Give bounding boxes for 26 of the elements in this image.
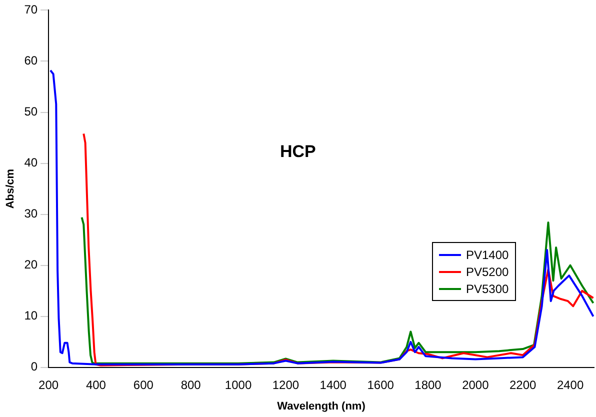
x-tick-label: 800 xyxy=(180,378,202,392)
y-tick-label: 60 xyxy=(24,54,38,68)
x-tick-label: 1600 xyxy=(367,378,394,392)
y-tick-label: 70 xyxy=(24,2,38,17)
x-tick-label: 1000 xyxy=(224,378,252,392)
legend-label: PV5200 xyxy=(466,264,509,278)
y-tick-label: 0 xyxy=(30,360,38,374)
x-axis-title: Wavelength (nm) xyxy=(277,400,366,412)
x-tick-label: 600 xyxy=(133,378,154,392)
y-tick-label: 50 xyxy=(24,104,38,119)
x-tick-label: 2200 xyxy=(510,378,537,392)
x-tick-label: 2000 xyxy=(462,378,490,392)
y-tick-label: 30 xyxy=(24,206,38,221)
x-tick-label: 2400 xyxy=(556,378,584,392)
y-tick-label: 10 xyxy=(24,308,38,323)
x-tick-label: 1400 xyxy=(320,378,347,392)
x-tick-label: 1800 xyxy=(414,378,442,392)
y-axis-title: Abs/cm xyxy=(4,168,17,209)
legend-label: PV5300 xyxy=(466,282,509,296)
text: HCP xyxy=(280,142,316,162)
y-tick-label: 40 xyxy=(24,156,38,170)
legend-label: PV1400 xyxy=(466,248,509,262)
y-tick-label: 20 xyxy=(24,258,38,272)
x-tick-label: 400 xyxy=(86,378,106,392)
x-tick-label: 1200 xyxy=(272,378,300,392)
x-tick-label: 200 xyxy=(38,378,59,392)
